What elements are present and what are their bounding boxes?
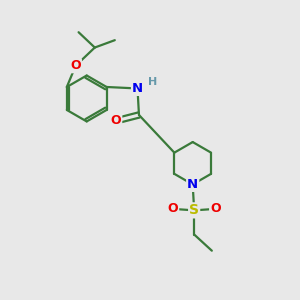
Text: O: O [111,114,121,127]
Text: H: H [148,77,158,87]
Text: O: O [168,202,178,215]
Text: N: N [132,82,143,95]
Text: O: O [210,202,221,215]
Text: S: S [189,203,199,218]
Text: O: O [70,59,81,72]
Text: N: N [187,178,198,191]
